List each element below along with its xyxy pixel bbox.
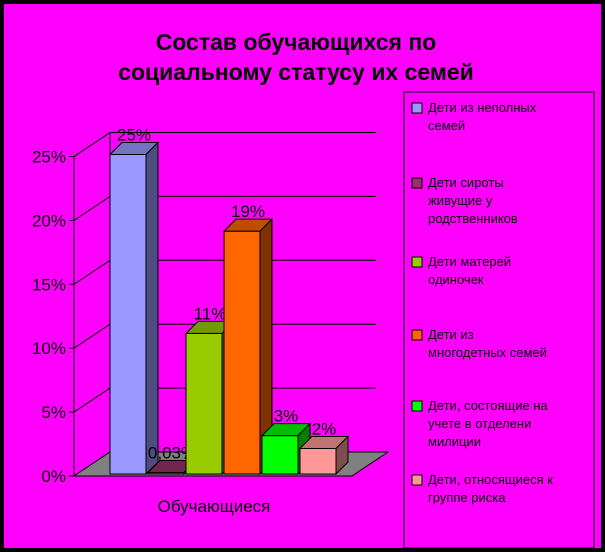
- gridline-side: [73, 132, 111, 157]
- bar: [222, 217, 274, 476]
- legend-entry-text: Дети из неполных: [428, 100, 537, 115]
- legend-swatch: [411, 329, 423, 341]
- bar-chart: Состав обучающихся по социальному статус…: [32, 29, 595, 548]
- legend-entry-text: Дети, относящиеся к: [428, 472, 553, 487]
- legend-entry-text: одиночек: [428, 272, 484, 287]
- legend-entry-text: группе риска: [428, 490, 506, 505]
- legend-swatch: [411, 400, 423, 412]
- gridline-side: [73, 195, 111, 221]
- chart-title-line: социальному статусу их семей: [118, 59, 474, 85]
- data-label: 3%: [274, 407, 299, 426]
- data-label: 19%: [231, 202, 265, 221]
- bar-front: [185, 332, 223, 475]
- y-tick-label: 10%: [32, 339, 66, 358]
- gridline-side: [73, 323, 111, 349]
- bar: [298, 435, 350, 476]
- legend-box: [403, 91, 595, 548]
- legend-entry-text: Дети из: [428, 327, 474, 342]
- y-tick-label: 20%: [32, 211, 66, 230]
- chart-title: Состав обучающихся по социальному статус…: [118, 29, 474, 85]
- plot-area: 0% 5% 10% 15% 20% 25% 25% 0,03% 11% 19% 3% 2%: [32, 126, 390, 486]
- legend-entry-text: Дети сироты: [428, 175, 504, 190]
- chart-title-line: Состав обучающихся по: [156, 29, 437, 55]
- bar: [108, 141, 160, 476]
- legend-entry-text: Дети матерей: [428, 254, 511, 269]
- legend-swatch: [411, 102, 423, 114]
- legend-entry-text: Дети, состоящие на: [428, 398, 548, 413]
- y-tick-label: 0%: [41, 467, 66, 486]
- bar-front: [109, 154, 147, 475]
- legend-entry-text: семей: [428, 118, 465, 133]
- y-tick-label: 5%: [41, 403, 66, 422]
- data-label: 0,03%: [148, 444, 196, 463]
- y-tick-label: 15%: [32, 275, 66, 294]
- bar-front: [299, 447, 337, 475]
- data-label: 2%: [312, 419, 337, 438]
- y-tick-label: 25%: [32, 148, 66, 167]
- legend-entry-text: учете в отделени: [428, 416, 531, 431]
- bar-side: [145, 141, 159, 476]
- data-label: 25%: [117, 126, 151, 145]
- gridline-side: [73, 387, 111, 413]
- x-category-label: Обучающиеся: [158, 497, 271, 516]
- bar-front: [261, 435, 299, 475]
- side-wall: [73, 131, 111, 477]
- legend-swatch: [411, 177, 423, 189]
- gridline-side: [73, 259, 111, 285]
- legend: Дети из неполных семей Дети сироты живущие …: [403, 91, 595, 548]
- bar-front: [223, 230, 261, 475]
- legend-entry-text: родственников: [428, 211, 518, 226]
- legend-swatch: [411, 256, 423, 268]
- bar-side: [335, 435, 349, 476]
- legend-swatch: [411, 474, 423, 486]
- chart-frame: Состав обучающихся по социальному статус…: [4, 4, 601, 548]
- data-label: 11%: [194, 304, 227, 323]
- legend-entry-text: живущие у: [428, 193, 493, 208]
- legend-entry-text: милиции: [428, 434, 481, 449]
- legend-entry-text: многодетных семей: [428, 345, 547, 360]
